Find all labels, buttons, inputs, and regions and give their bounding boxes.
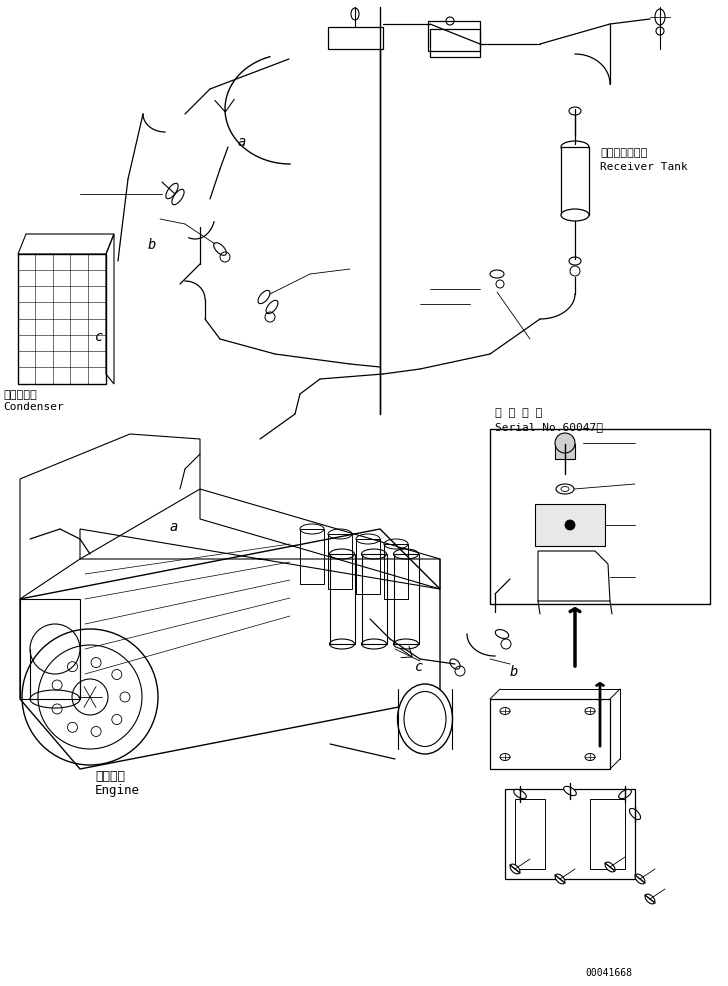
Ellipse shape (585, 708, 595, 715)
Bar (362, 554, 387, 644)
Ellipse shape (172, 190, 184, 205)
Bar (561, 148, 589, 216)
Bar (20, 599, 80, 699)
Ellipse shape (351, 9, 359, 21)
Bar (505, 789, 635, 880)
Ellipse shape (514, 790, 526, 799)
Bar (300, 529, 324, 585)
Bar (535, 505, 605, 546)
Ellipse shape (563, 787, 577, 796)
Ellipse shape (555, 875, 565, 884)
Ellipse shape (585, 753, 595, 761)
Bar (330, 554, 355, 644)
Text: Receiver Tank: Receiver Tank (600, 162, 688, 172)
Bar (328, 534, 352, 590)
Text: b: b (148, 238, 157, 251)
Ellipse shape (656, 28, 664, 35)
Text: レシーバタンク: レシーバタンク (600, 148, 647, 158)
Bar (590, 800, 625, 869)
Ellipse shape (266, 301, 278, 315)
Ellipse shape (555, 434, 575, 454)
Bar (430, 30, 480, 58)
Bar (384, 544, 408, 599)
Ellipse shape (605, 862, 615, 872)
Bar (356, 539, 380, 595)
Ellipse shape (569, 107, 581, 116)
Circle shape (565, 521, 575, 530)
Text: 適 用 号 機: 適 用 号 機 (495, 407, 542, 418)
Bar (18, 254, 106, 385)
Ellipse shape (500, 753, 510, 761)
Ellipse shape (166, 184, 178, 199)
Ellipse shape (495, 630, 509, 639)
Ellipse shape (450, 660, 460, 669)
Bar (428, 22, 480, 52)
Ellipse shape (510, 864, 520, 874)
Ellipse shape (569, 257, 581, 266)
Ellipse shape (556, 484, 574, 495)
Text: エンジン: エンジン (95, 769, 125, 782)
Bar (490, 699, 610, 769)
Ellipse shape (645, 894, 655, 904)
Ellipse shape (490, 271, 504, 279)
Ellipse shape (397, 684, 453, 754)
Text: Serial No.60047～: Serial No.60047～ (495, 422, 603, 432)
Text: コンデンサ: コンデンサ (3, 389, 36, 399)
Bar (394, 554, 419, 644)
Text: a: a (238, 135, 246, 149)
Ellipse shape (561, 210, 589, 222)
Bar (328, 28, 383, 50)
Text: b: b (510, 665, 518, 678)
Ellipse shape (561, 487, 569, 492)
Ellipse shape (619, 790, 631, 799)
Text: 00041668: 00041668 (585, 967, 632, 977)
Ellipse shape (500, 708, 510, 715)
Text: c: c (95, 329, 103, 344)
Bar (555, 445, 575, 459)
Ellipse shape (258, 291, 270, 305)
Text: Condenser: Condenser (3, 401, 64, 411)
Bar (515, 800, 545, 869)
Ellipse shape (655, 10, 665, 26)
Ellipse shape (214, 244, 226, 256)
Ellipse shape (630, 809, 641, 819)
Text: c: c (415, 660, 424, 673)
Text: a: a (170, 520, 178, 533)
Ellipse shape (561, 142, 589, 154)
Bar (490, 430, 710, 604)
Ellipse shape (635, 875, 645, 884)
Text: Engine: Engine (95, 783, 140, 796)
